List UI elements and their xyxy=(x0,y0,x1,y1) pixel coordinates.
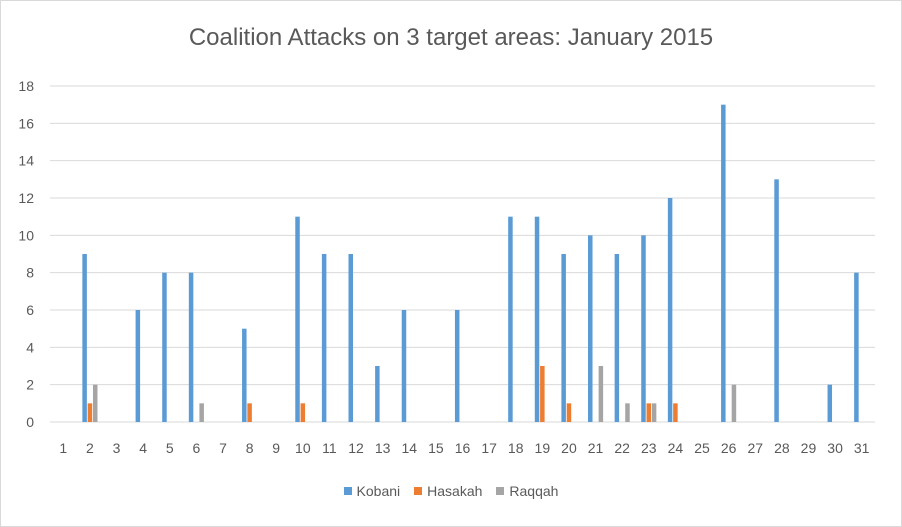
x-tick-label: 24 xyxy=(668,440,684,456)
bar-hasakah xyxy=(673,403,678,422)
bar-raqqah xyxy=(651,403,657,422)
y-tick-label: 4 xyxy=(26,339,34,355)
bar-kobani xyxy=(561,254,566,422)
x-tick-label: 12 xyxy=(348,440,364,456)
bar-hasakah xyxy=(646,403,652,422)
x-tick-label: 21 xyxy=(588,440,604,456)
y-tick-label: 16 xyxy=(18,115,34,131)
bar-kobani xyxy=(348,254,353,422)
x-tick-label: 3 xyxy=(113,440,121,456)
bar-raqqah xyxy=(598,366,604,422)
x-tick-label: 14 xyxy=(401,440,417,456)
bar-kobani xyxy=(534,216,540,422)
x-tick-label: 6 xyxy=(192,440,200,456)
bar-kobani xyxy=(614,254,620,422)
legend-swatch xyxy=(343,487,352,495)
x-tick-label: 13 xyxy=(375,440,391,456)
legend-label: Raqqah xyxy=(509,483,559,499)
bar-kobani xyxy=(454,310,460,422)
x-tick-label: 31 xyxy=(854,440,870,456)
bar-raqqah xyxy=(92,384,98,422)
bar-kobani xyxy=(401,310,407,422)
bar-kobani xyxy=(135,310,141,422)
bar-hasakah xyxy=(566,403,572,422)
x-tick-label: 27 xyxy=(747,440,763,456)
bar-hasakah xyxy=(540,366,545,422)
bar-kobani xyxy=(827,384,833,422)
legend-label: Hasakah xyxy=(427,483,483,499)
bar-hasakah xyxy=(247,403,252,422)
bar-kobani xyxy=(721,104,726,423)
x-tick-label: 30 xyxy=(827,440,843,456)
x-tick-label: 20 xyxy=(561,440,577,456)
bar-raqqah xyxy=(199,403,204,422)
x-tick-label: 2 xyxy=(86,440,94,456)
y-tick-label: 12 xyxy=(18,190,34,206)
y-tick-label: 0 xyxy=(26,414,34,430)
legend-swatch xyxy=(414,487,423,495)
chart-title: Coalition Attacks on 3 target areas: Jan… xyxy=(188,24,714,51)
x-tick-label: 16 xyxy=(455,440,471,456)
legend-label: Kobani xyxy=(356,483,401,499)
x-tick-label: 1 xyxy=(59,440,67,456)
x-tick-label: 25 xyxy=(694,440,710,456)
bar-kobani xyxy=(854,272,859,422)
legend-swatch xyxy=(496,487,505,495)
bar-hasakah xyxy=(87,403,93,422)
bar-kobani xyxy=(588,235,593,422)
chart-legend: Kobani Hasakah Raqqah xyxy=(0,482,902,499)
y-tick-label: 18 xyxy=(18,78,34,94)
legend-item: Kobani xyxy=(343,483,401,499)
x-tick-label: 11 xyxy=(322,440,337,456)
y-tick-label: 8 xyxy=(26,265,34,281)
bar-kobani xyxy=(188,272,194,422)
legend-item: Hasakah xyxy=(414,483,482,499)
x-tick-label: 19 xyxy=(535,440,551,456)
x-tick-label: 26 xyxy=(721,440,737,456)
x-tick-label: 8 xyxy=(246,440,254,456)
x-tick-label: 10 xyxy=(295,440,311,456)
y-tick-label: 6 xyxy=(26,302,34,318)
x-tick-label: 7 xyxy=(219,440,227,456)
x-tick-label: 9 xyxy=(272,440,280,456)
bar-kobani xyxy=(375,366,380,422)
bar-kobani xyxy=(321,254,327,422)
bar-kobani xyxy=(774,179,779,422)
bar-kobani xyxy=(667,198,673,422)
bar-kobani xyxy=(242,328,247,422)
legend-item: Raqqah xyxy=(496,483,558,499)
bar-kobani xyxy=(641,235,646,422)
y-tick-label: 2 xyxy=(26,377,34,393)
bar-kobani xyxy=(162,272,167,422)
x-tick-label: 18 xyxy=(508,440,524,456)
bar-kobani xyxy=(82,254,87,422)
x-tick-label: 15 xyxy=(428,440,444,456)
y-tick-label: 14 xyxy=(18,153,34,169)
x-tick-label: 28 xyxy=(774,440,790,456)
x-tick-label: 23 xyxy=(641,440,657,456)
x-tick-label: 4 xyxy=(139,440,147,456)
x-tick-label: 22 xyxy=(614,440,630,456)
bar-kobani xyxy=(295,216,300,422)
bar-hasakah xyxy=(300,403,306,422)
bar-kobani xyxy=(508,216,513,422)
bar-raqqah xyxy=(731,384,737,422)
bar-raqqah xyxy=(625,403,630,422)
x-tick-label: 29 xyxy=(801,440,817,456)
y-tick-label: 10 xyxy=(18,227,34,243)
x-tick-label: 17 xyxy=(481,440,497,456)
x-tick-label: 5 xyxy=(166,440,174,456)
